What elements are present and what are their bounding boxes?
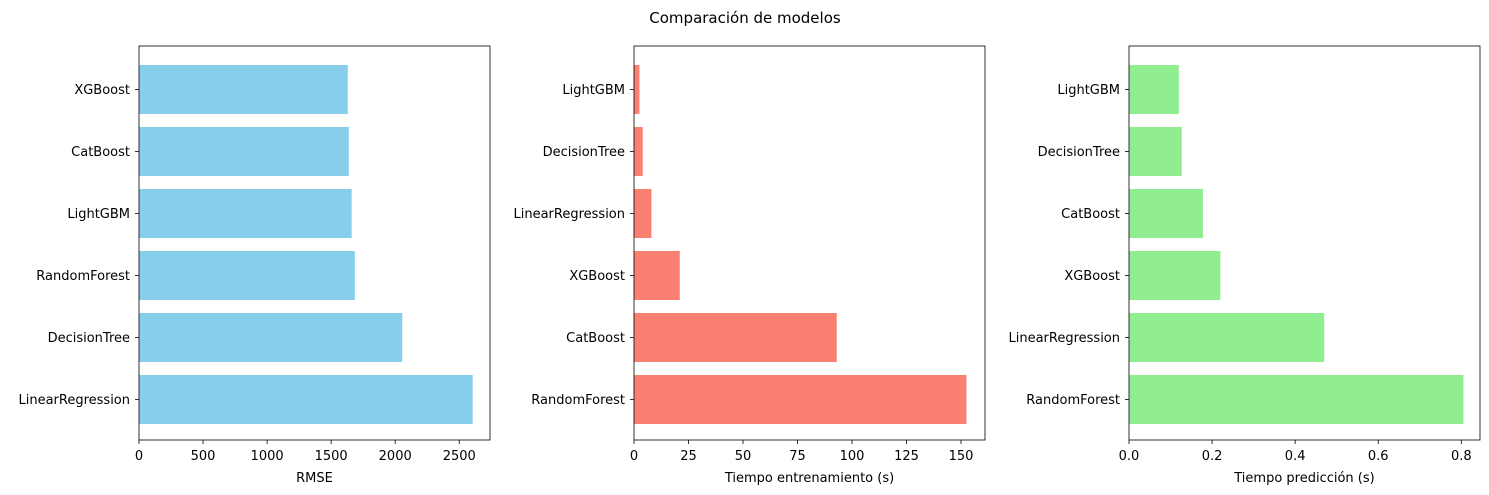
prediction-time-bar-randomforest — [1129, 375, 1464, 424]
rmse-xtick-label: 1000 — [251, 449, 284, 464]
prediction-time-panel: RandomForest LinearRegression XGBoost CatBo… — [1008, 45, 1481, 486]
training-time-ytick-label: DecisionTree — [543, 145, 625, 160]
training-time-ytick-label: LinearRegression — [513, 207, 625, 222]
prediction-time-ytick-label: LightGBM — [1057, 83, 1120, 98]
training-time-xtick-label: 25 — [680, 449, 697, 464]
figure-suptitle: Comparación de modelos — [649, 9, 841, 27]
rmse-bar-catboost — [139, 127, 349, 176]
rmse-axes-frame — [138, 45, 491, 441]
prediction-time-ytick-label: RandomForest — [1026, 393, 1120, 408]
training-time-panel: RandomForest CatBoost XGBoost LinearRegress… — [513, 45, 986, 486]
rmse-bar-randomforest — [139, 251, 355, 300]
prediction-time-xtick-label: 0.4 — [1285, 449, 1306, 464]
training-time-axes-frame — [633, 45, 986, 441]
prediction-time-bar-decisiontree — [1129, 127, 1182, 176]
prediction-time-bar-lightgbm — [1129, 65, 1179, 114]
prediction-time-x-axis-title: Tiempo predicción (s) — [1233, 471, 1374, 486]
training-time-ytick-label: CatBoost — [566, 331, 625, 346]
prediction-time-ytick-label: LinearRegression — [1008, 331, 1120, 346]
prediction-time-ytick-label: DecisionTree — [1038, 145, 1120, 160]
rmse-xtick-label: 500 — [191, 449, 216, 464]
training-time-bar-lightgbm — [634, 65, 640, 114]
training-time-x-axis-title: Tiempo entrenamiento (s) — [724, 471, 894, 486]
training-time-bar-decisiontree — [634, 127, 643, 176]
rmse-ytick-label: XGBoost — [74, 83, 130, 98]
prediction-time-xtick-label: 0.0 — [1119, 449, 1140, 464]
rmse-ytick-label: RandomForest — [36, 269, 130, 284]
rmse-xtick-label: 2500 — [443, 449, 476, 464]
rmse-ytick-label: LightGBM — [67, 207, 130, 222]
rmse-bar-linearregression — [139, 375, 473, 424]
training-time-xtick-label: 150 — [949, 449, 974, 464]
prediction-time-xtick-label: 0.6 — [1368, 449, 1389, 464]
rmse-ytick-label: LinearRegression — [18, 393, 130, 408]
training-time-bar-linearregression — [634, 189, 652, 238]
training-time-xtick-label: 100 — [840, 449, 865, 464]
training-time-bar-catboost — [634, 313, 837, 362]
training-time-ytick-label: XGBoost — [569, 269, 625, 284]
training-time-xtick-label: 0 — [630, 449, 638, 464]
rmse-bar-xgboost — [139, 65, 348, 114]
prediction-time-ytick-label: XGBoost — [1064, 269, 1120, 284]
rmse-xtick-label: 1500 — [315, 449, 348, 464]
training-time-xtick-label: 50 — [735, 449, 752, 464]
training-time-bar-xgboost — [634, 251, 680, 300]
prediction-time-bar-catboost — [1129, 189, 1203, 238]
prediction-time-ytick-label: CatBoost — [1061, 207, 1120, 222]
rmse-x-axis-title: RMSE — [296, 471, 333, 486]
training-time-bar-randomforest — [634, 375, 967, 424]
training-time-xtick-label: 125 — [894, 449, 919, 464]
training-time-ytick-label: LightGBM — [562, 83, 625, 98]
prediction-time-bar-xgboost — [1129, 251, 1221, 300]
training-time-ytick-label: RandomForest — [531, 393, 625, 408]
prediction-time-bar-linearregression — [1129, 313, 1325, 362]
rmse-xtick-label: 2000 — [379, 449, 412, 464]
rmse-ytick-label: CatBoost — [71, 145, 130, 160]
training-time-xtick-label: 75 — [789, 449, 806, 464]
rmse-xtick-label: 0 — [135, 449, 143, 464]
prediction-time-axes-frame — [1128, 45, 1481, 441]
rmse-bar-lightgbm — [139, 189, 352, 238]
rmse-bar-decisiontree — [139, 313, 403, 362]
prediction-time-xtick-label: 0.8 — [1451, 449, 1472, 464]
rmse-panel: LinearRegression DecisionTree RandomForest… — [18, 45, 491, 486]
prediction-time-xtick-label: 0.2 — [1202, 449, 1223, 464]
rmse-ytick-label: DecisionTree — [48, 331, 130, 346]
